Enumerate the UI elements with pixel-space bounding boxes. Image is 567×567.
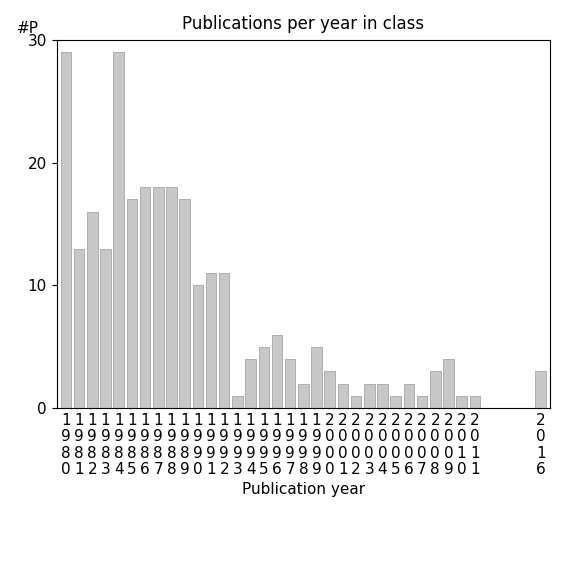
Bar — [61, 52, 71, 408]
Bar — [246, 359, 256, 408]
Bar — [364, 384, 375, 408]
Text: #P: #P — [17, 21, 39, 36]
Bar — [417, 396, 428, 408]
Bar — [351, 396, 361, 408]
Bar — [100, 248, 111, 408]
X-axis label: Publication year: Publication year — [242, 483, 365, 497]
Bar — [443, 359, 454, 408]
Bar — [126, 200, 137, 408]
Bar — [298, 384, 308, 408]
Bar — [206, 273, 216, 408]
Bar — [74, 248, 84, 408]
Bar — [285, 359, 295, 408]
Bar — [193, 285, 203, 408]
Bar — [87, 211, 98, 408]
Bar — [140, 187, 150, 408]
Bar — [337, 384, 348, 408]
Bar — [219, 273, 230, 408]
Bar — [324, 371, 335, 408]
Bar — [456, 396, 467, 408]
Bar — [377, 384, 388, 408]
Bar — [535, 371, 546, 408]
Bar — [259, 347, 269, 408]
Bar — [404, 384, 414, 408]
Bar — [166, 187, 177, 408]
Bar — [311, 347, 322, 408]
Title: Publications per year in class: Publications per year in class — [182, 15, 425, 32]
Bar — [153, 187, 163, 408]
Bar — [391, 396, 401, 408]
Bar — [113, 52, 124, 408]
Bar — [179, 200, 190, 408]
Bar — [469, 396, 480, 408]
Bar — [272, 335, 282, 408]
Bar — [232, 396, 243, 408]
Bar — [430, 371, 441, 408]
